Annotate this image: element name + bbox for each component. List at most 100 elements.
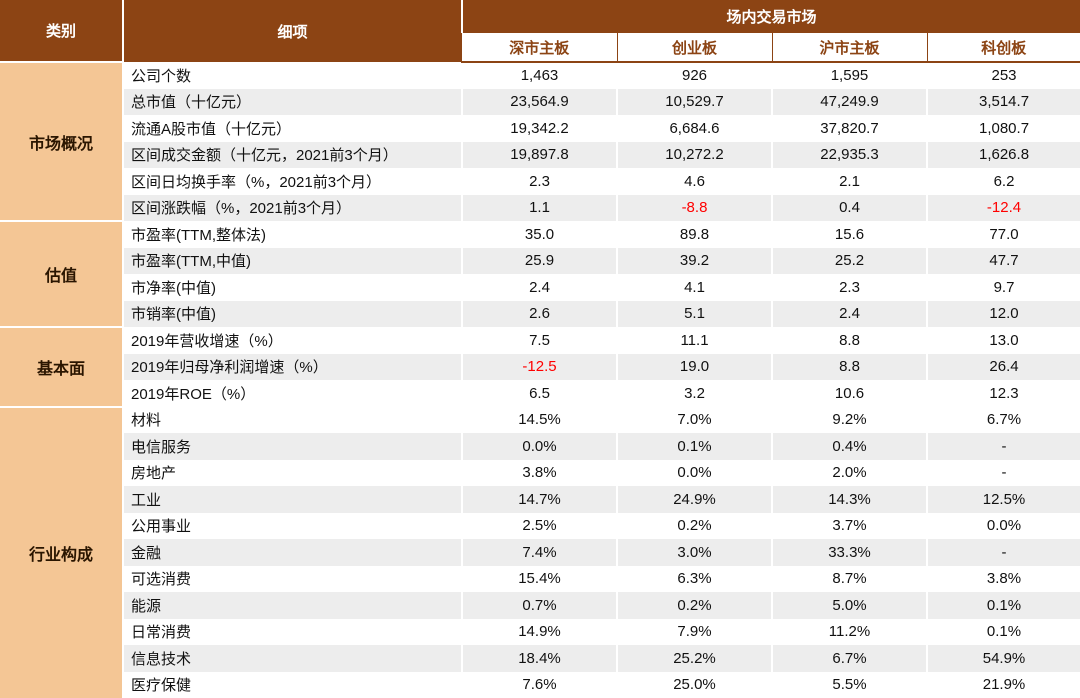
row-label: 日常消费 [122, 618, 462, 645]
row-label: 市盈率(TTM,中值) [122, 247, 462, 274]
value-cell: 0.1% [925, 618, 1080, 645]
value-cell: 12.3 [925, 380, 1080, 407]
row-label: 工业 [122, 486, 462, 513]
row-label: 总市值（十亿元） [122, 88, 462, 115]
value-cell: 7.9% [616, 618, 772, 645]
value-cell: 14.9% [461, 618, 617, 645]
table-row: 估值 市盈率(TTM,整体法) 35.0 89.8 15.6 77.0 [0, 220, 1080, 327]
value-cell: 2.3 [461, 168, 617, 195]
table-row: 房地产 3.8% 0.0% 2.0% - [0, 459, 1080, 486]
table-header: 类别 细项 场内交易市场 深市主板 创业板 沪市主板 科创板 [0, 0, 1080, 63]
row-label: 材料 [122, 406, 462, 433]
column-header-category: 类别 [0, 0, 123, 62]
value-cell: 0.1% [616, 433, 772, 460]
row-label: 房地产 [122, 459, 462, 486]
row-label: 2019年归母净利润增速（%） [122, 353, 462, 380]
value-cell: 1,463 [461, 62, 617, 89]
value-cell: 2.4 [461, 274, 617, 301]
value-cell: 0.2% [616, 592, 772, 619]
value-cell: 12.0 [925, 300, 1080, 327]
category-cell-group-3: 行业构成 [0, 405, 123, 698]
value-cell: 3.8% [461, 459, 617, 486]
value-cell: -12.5 [461, 353, 617, 380]
row-label: 区间涨跌幅（%，2021前3个月） [122, 194, 462, 221]
table-body: 市场概况 公司个数 1,463 926 1,595 253 总市值（十亿元） 23,564.9… [0, 61, 1080, 698]
row-label: 医疗保健 [122, 671, 462, 698]
value-cell: 2.1 [771, 168, 927, 195]
value-cell: 7.4% [461, 539, 617, 566]
row-label: 金融 [122, 539, 462, 566]
table-row: 市盈率(TTM,中值) 25.9 39.2 25.2 47.7 [0, 247, 1080, 274]
row-label: 信息技术 [122, 645, 462, 672]
value-cell: -8.8 [616, 194, 772, 221]
row-label: 流通A股市值（十亿元） [122, 115, 462, 142]
table-row: 日常消费 14.9% 7.9% 11.2% 0.1% [0, 618, 1080, 645]
value-cell: 12.5% [925, 486, 1080, 513]
column-header-detail: 细项 [122, 0, 462, 62]
value-cell: 35.0 [461, 221, 617, 248]
value-cell: 39.2 [616, 247, 772, 274]
table-row: 工业 14.7% 24.9% 14.3% 12.5% [0, 486, 1080, 513]
value-cell: 0.4% [771, 433, 927, 460]
value-cell: 3.2 [616, 380, 772, 407]
value-cell: 6,684.6 [616, 115, 772, 142]
value-cell: 89.8 [616, 221, 772, 248]
value-cell: - [925, 459, 1080, 486]
table-row: 公用事业 2.5% 0.2% 3.7% 0.0% [0, 512, 1080, 539]
value-cell: 4.6 [616, 168, 772, 195]
value-cell: 11.1 [616, 327, 772, 354]
value-cell: 0.1% [925, 592, 1080, 619]
value-cell: 0.2% [616, 512, 772, 539]
value-cell: 25.2 [771, 247, 927, 274]
row-label: 能源 [122, 592, 462, 619]
value-cell: -12.4 [925, 194, 1080, 221]
row-label: 公司个数 [122, 62, 462, 89]
value-cell: 7.6% [461, 671, 617, 698]
row-label: 2019年ROE（%） [122, 380, 462, 407]
value-cell: 3.8% [925, 565, 1080, 592]
value-cell: 25.9 [461, 247, 617, 274]
column-header-chinext: 创业板 [616, 33, 772, 63]
table-row: 区间日均换手率（%，2021前3个月） 2.3 4.6 2.1 6.2 [0, 168, 1080, 195]
table-row: 金融 7.4% 3.0% 33.3% - [0, 539, 1080, 566]
value-cell: 1.1 [461, 194, 617, 221]
table-row: 基本面 2019年营收增速（%） 7.5 11.1 8.8 13.0 [0, 326, 1080, 407]
table-row: 信息技术 18.4% 25.2% 6.7% 54.9% [0, 645, 1080, 672]
value-cell: 9.2% [771, 406, 927, 433]
value-cell: 926 [616, 62, 772, 89]
category-cell-group-2: 基本面 [0, 326, 123, 407]
value-cell: 24.9% [616, 486, 772, 513]
table-row: 2019年ROE（%） 6.5 3.2 10.6 12.3 [0, 380, 1080, 407]
value-cell: 8.7% [771, 565, 927, 592]
value-cell: 2.5% [461, 512, 617, 539]
top-header-row: 类别 细项 场内交易市场 [0, 0, 1080, 62]
value-cell: 23,564.9 [461, 88, 617, 115]
value-cell: - [925, 539, 1080, 566]
value-cell: 0.7% [461, 592, 617, 619]
value-cell: 8.8 [771, 353, 927, 380]
value-cell: 2.6 [461, 300, 617, 327]
value-cell: 5.1 [616, 300, 772, 327]
value-cell: 19,897.8 [461, 141, 617, 168]
value-cell: 6.7% [925, 406, 1080, 433]
value-cell: 2.0% [771, 459, 927, 486]
value-cell: 6.3% [616, 565, 772, 592]
table-row: 行业构成 材料 14.5% 7.0% 9.2% 6.7% [0, 405, 1080, 698]
value-cell: 11.2% [771, 618, 927, 645]
row-label: 2019年营收增速（%） [122, 327, 462, 354]
row-label: 市净率(中值) [122, 274, 462, 301]
value-cell: 0.0% [461, 433, 617, 460]
value-cell: 7.5 [461, 327, 617, 354]
value-cell: 15.4% [461, 565, 617, 592]
row-label: 区间成交金额（十亿元，2021前3个月） [122, 141, 462, 168]
column-header-shenzhen-main-board: 深市主板 [462, 33, 617, 63]
row-label: 市盈率(TTM,整体法) [122, 221, 462, 248]
value-cell: 253 [925, 62, 1080, 89]
value-cell: 15.6 [771, 221, 927, 248]
table-row: 区间成交金额（十亿元，2021前3个月） 19,897.8 10,272.2 22,9… [0, 141, 1080, 168]
column-group-header-exchange-market: 场内交易市场 [460, 0, 1080, 33]
value-cell: 10,529.7 [616, 88, 772, 115]
table-row: 医疗保健 7.6% 25.0% 5.5% 21.9% [0, 671, 1080, 698]
